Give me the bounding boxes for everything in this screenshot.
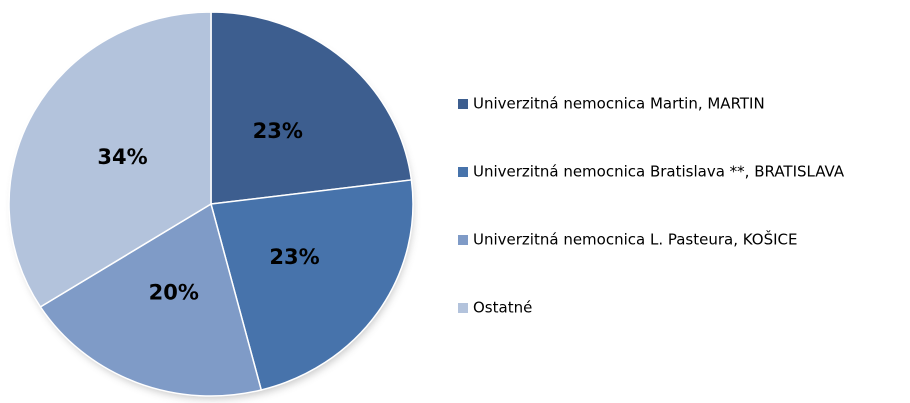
pie-slice xyxy=(210,11,413,205)
legend-label: Univerzitná nemocnica Bratislava **, BRA… xyxy=(473,163,845,181)
data-label: 23% xyxy=(269,245,319,269)
pie-slice xyxy=(39,202,263,397)
pie-slice xyxy=(8,11,212,308)
data-label: 23% xyxy=(253,119,303,143)
legend-label: Univerzitná nemocnica L. Pasteura, KOŠIC… xyxy=(473,230,797,249)
legend-swatch xyxy=(458,235,468,245)
legend-swatch xyxy=(458,303,468,313)
data-label: 20% xyxy=(149,280,199,304)
legend-label: Ostatné xyxy=(473,299,532,317)
legend-swatch xyxy=(458,99,468,109)
pie-slice xyxy=(210,179,414,391)
legend-swatch xyxy=(458,167,468,177)
data-label: 34% xyxy=(97,145,147,169)
legend-label: Univerzitná nemocnica Martin, MARTIN xyxy=(473,95,765,113)
